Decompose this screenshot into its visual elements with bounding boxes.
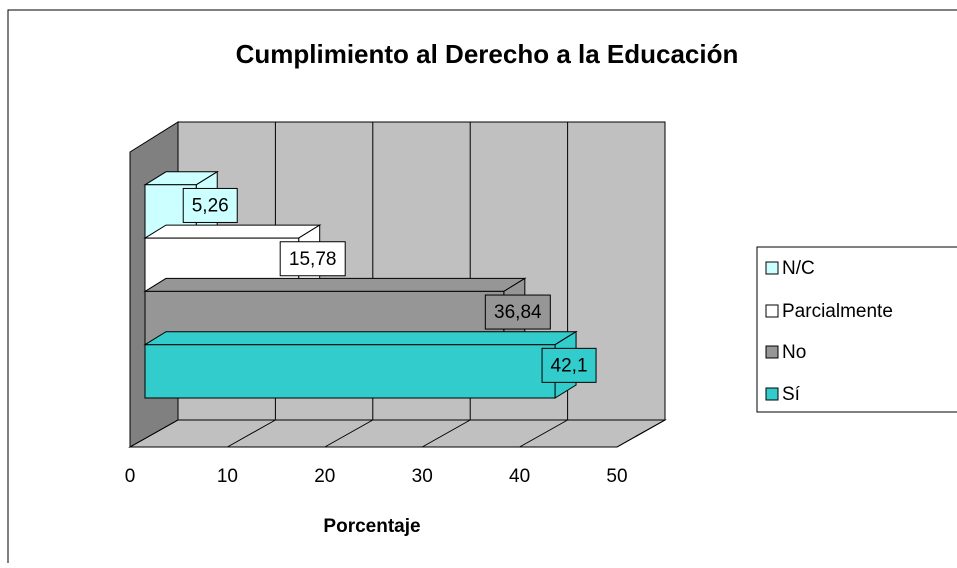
- value-label: 42,1: [551, 355, 588, 376]
- bar-top: [143, 331, 578, 346]
- legend-swatch: [765, 261, 779, 275]
- value-label-box: [541, 347, 597, 383]
- floor-grid-line: [129, 419, 179, 448]
- chart-title: Cumplimiento al Derecho a la Educación: [236, 39, 739, 69]
- bar: [143, 330, 578, 399]
- legend-label: No: [782, 342, 806, 363]
- legend-swatch: [765, 304, 779, 318]
- x-tick-label: 20: [314, 466, 335, 487]
- bar-top: [143, 277, 527, 292]
- value-label: 36,84: [494, 302, 542, 323]
- x-tick-label: 50: [606, 466, 627, 487]
- value-label: 5,26: [192, 195, 229, 216]
- floor-grid-line: [227, 419, 276, 448]
- value-label-box: [484, 294, 551, 330]
- floor-grid-line: [519, 419, 568, 448]
- legend-swatch: [765, 345, 779, 359]
- legend-label: Parcialmente: [782, 301, 893, 322]
- legend-label: Sí: [782, 384, 801, 405]
- x-tick-label: 40: [509, 466, 530, 487]
- value-label-box: [279, 241, 346, 277]
- x-tick-label: 0: [125, 466, 136, 487]
- floor-grid-line: [324, 419, 374, 448]
- value-label: 15,78: [289, 249, 337, 270]
- floor-grid-line: [616, 419, 666, 448]
- legend: [756, 246, 957, 413]
- legend-label: N/C: [782, 258, 815, 279]
- x-tick-label: 30: [412, 466, 433, 487]
- x-axis-label: Porcentaje: [323, 516, 420, 537]
- bar-front: [144, 344, 556, 399]
- bar-top: [143, 224, 322, 239]
- floor: [128, 419, 667, 448]
- legend-swatch: [765, 387, 779, 401]
- value-label-box: [182, 187, 238, 223]
- floor-grid-line: [421, 419, 471, 448]
- x-tick-label: 10: [217, 466, 238, 487]
